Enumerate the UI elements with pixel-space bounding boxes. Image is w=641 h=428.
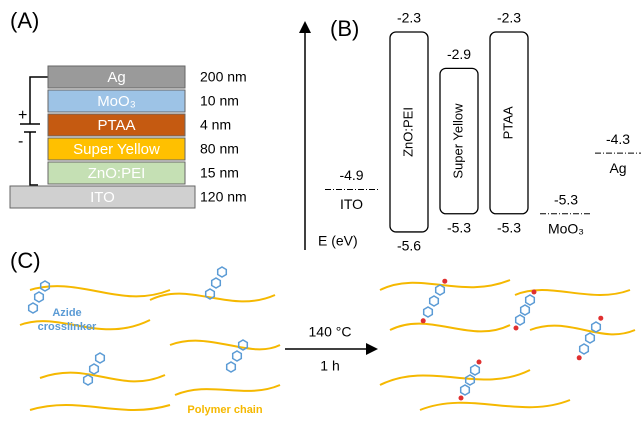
layer-name: Ag [107, 69, 125, 86]
panel-label: (A) [10, 8, 39, 33]
layer-thickness: 120 nm [200, 189, 247, 205]
crosslinker-icon [436, 285, 445, 295]
crosslink-point [442, 279, 447, 284]
electrode-name: ITO [340, 196, 363, 212]
layer-name: PTAA [97, 117, 135, 134]
crosslink-point [532, 290, 537, 295]
layer-thickness: 200 nm [200, 69, 247, 85]
polarity: + [18, 107, 27, 124]
crosslink-point [459, 396, 464, 401]
panel-label: (C) [10, 248, 41, 273]
electrode-name: Ag [609, 160, 626, 176]
crosslinker-icon [212, 278, 221, 288]
level-label: -5.3 [497, 219, 521, 235]
crosslink-point [477, 360, 482, 365]
crosslinker-icon [96, 353, 105, 363]
crosslinker-icon [516, 315, 525, 325]
level-label: -5.3 [447, 219, 471, 235]
band-name: PTAA [500, 106, 515, 139]
level-label: -2.3 [497, 10, 521, 26]
polymer-label: Polymer chain [187, 404, 262, 416]
axis-label: E (eV) [318, 233, 358, 249]
level-label: -2.9 [447, 46, 471, 62]
crosslinker-icon [84, 375, 93, 385]
electrode-name: MoO₃ [548, 220, 584, 236]
crosslinker-icon [90, 364, 99, 374]
crosslinker-icon [471, 365, 480, 375]
crosslink-point [421, 318, 426, 323]
polymer-chains [20, 280, 635, 410]
layer-thickness: 4 nm [200, 117, 231, 133]
crosslinker-icon [29, 303, 38, 313]
figure: (A) (B) (C) + - E (eV) Azide crosslinker… [0, 0, 641, 428]
level-label: -4.3 [606, 131, 630, 147]
crosslinker-icon [592, 322, 601, 332]
layer-name: MoO₃ [97, 93, 136, 110]
band-name: Super Yellow [450, 103, 465, 179]
layer-thickness: 80 nm [200, 141, 239, 157]
crosslinker-icon [233, 351, 242, 361]
panel-label: (B) [330, 16, 359, 41]
crosslinker-label: crosslinker [38, 321, 97, 333]
layer-name: Super Yellow [73, 141, 160, 158]
crosslinker-icon [227, 362, 236, 372]
crosslinker-icon [218, 267, 227, 277]
layer-thickness: 10 nm [200, 93, 239, 109]
crosslinker-label: Azide [52, 307, 81, 319]
level-label: -4.9 [339, 167, 363, 183]
crosslink-point [514, 326, 519, 331]
layer-name: ITO [90, 189, 115, 206]
crosslinker-icon [35, 292, 44, 302]
crosslink-point [577, 355, 582, 360]
circuit [20, 77, 48, 185]
crosslink-point [598, 316, 603, 321]
band-name: ZnO:PEI [400, 107, 415, 157]
level-label: -5.6 [397, 238, 421, 254]
condition: 1 h [320, 358, 339, 374]
polarity: - [18, 133, 23, 150]
crosslinker-icon [424, 307, 433, 317]
layer-name: ZnO:PEI [88, 165, 146, 182]
crosslinker-icon [526, 295, 535, 305]
level-label: -2.3 [397, 10, 421, 26]
crosslinker-icon [580, 344, 589, 354]
condition: 140 °C [309, 324, 352, 340]
level-label: -5.3 [554, 191, 578, 207]
crosslinker-icon [430, 296, 439, 306]
crosslinker-icon [461, 385, 470, 395]
crosslinker-icon [521, 305, 530, 315]
crosslinker-icon [586, 333, 595, 343]
layer-thickness: 15 nm [200, 165, 239, 181]
